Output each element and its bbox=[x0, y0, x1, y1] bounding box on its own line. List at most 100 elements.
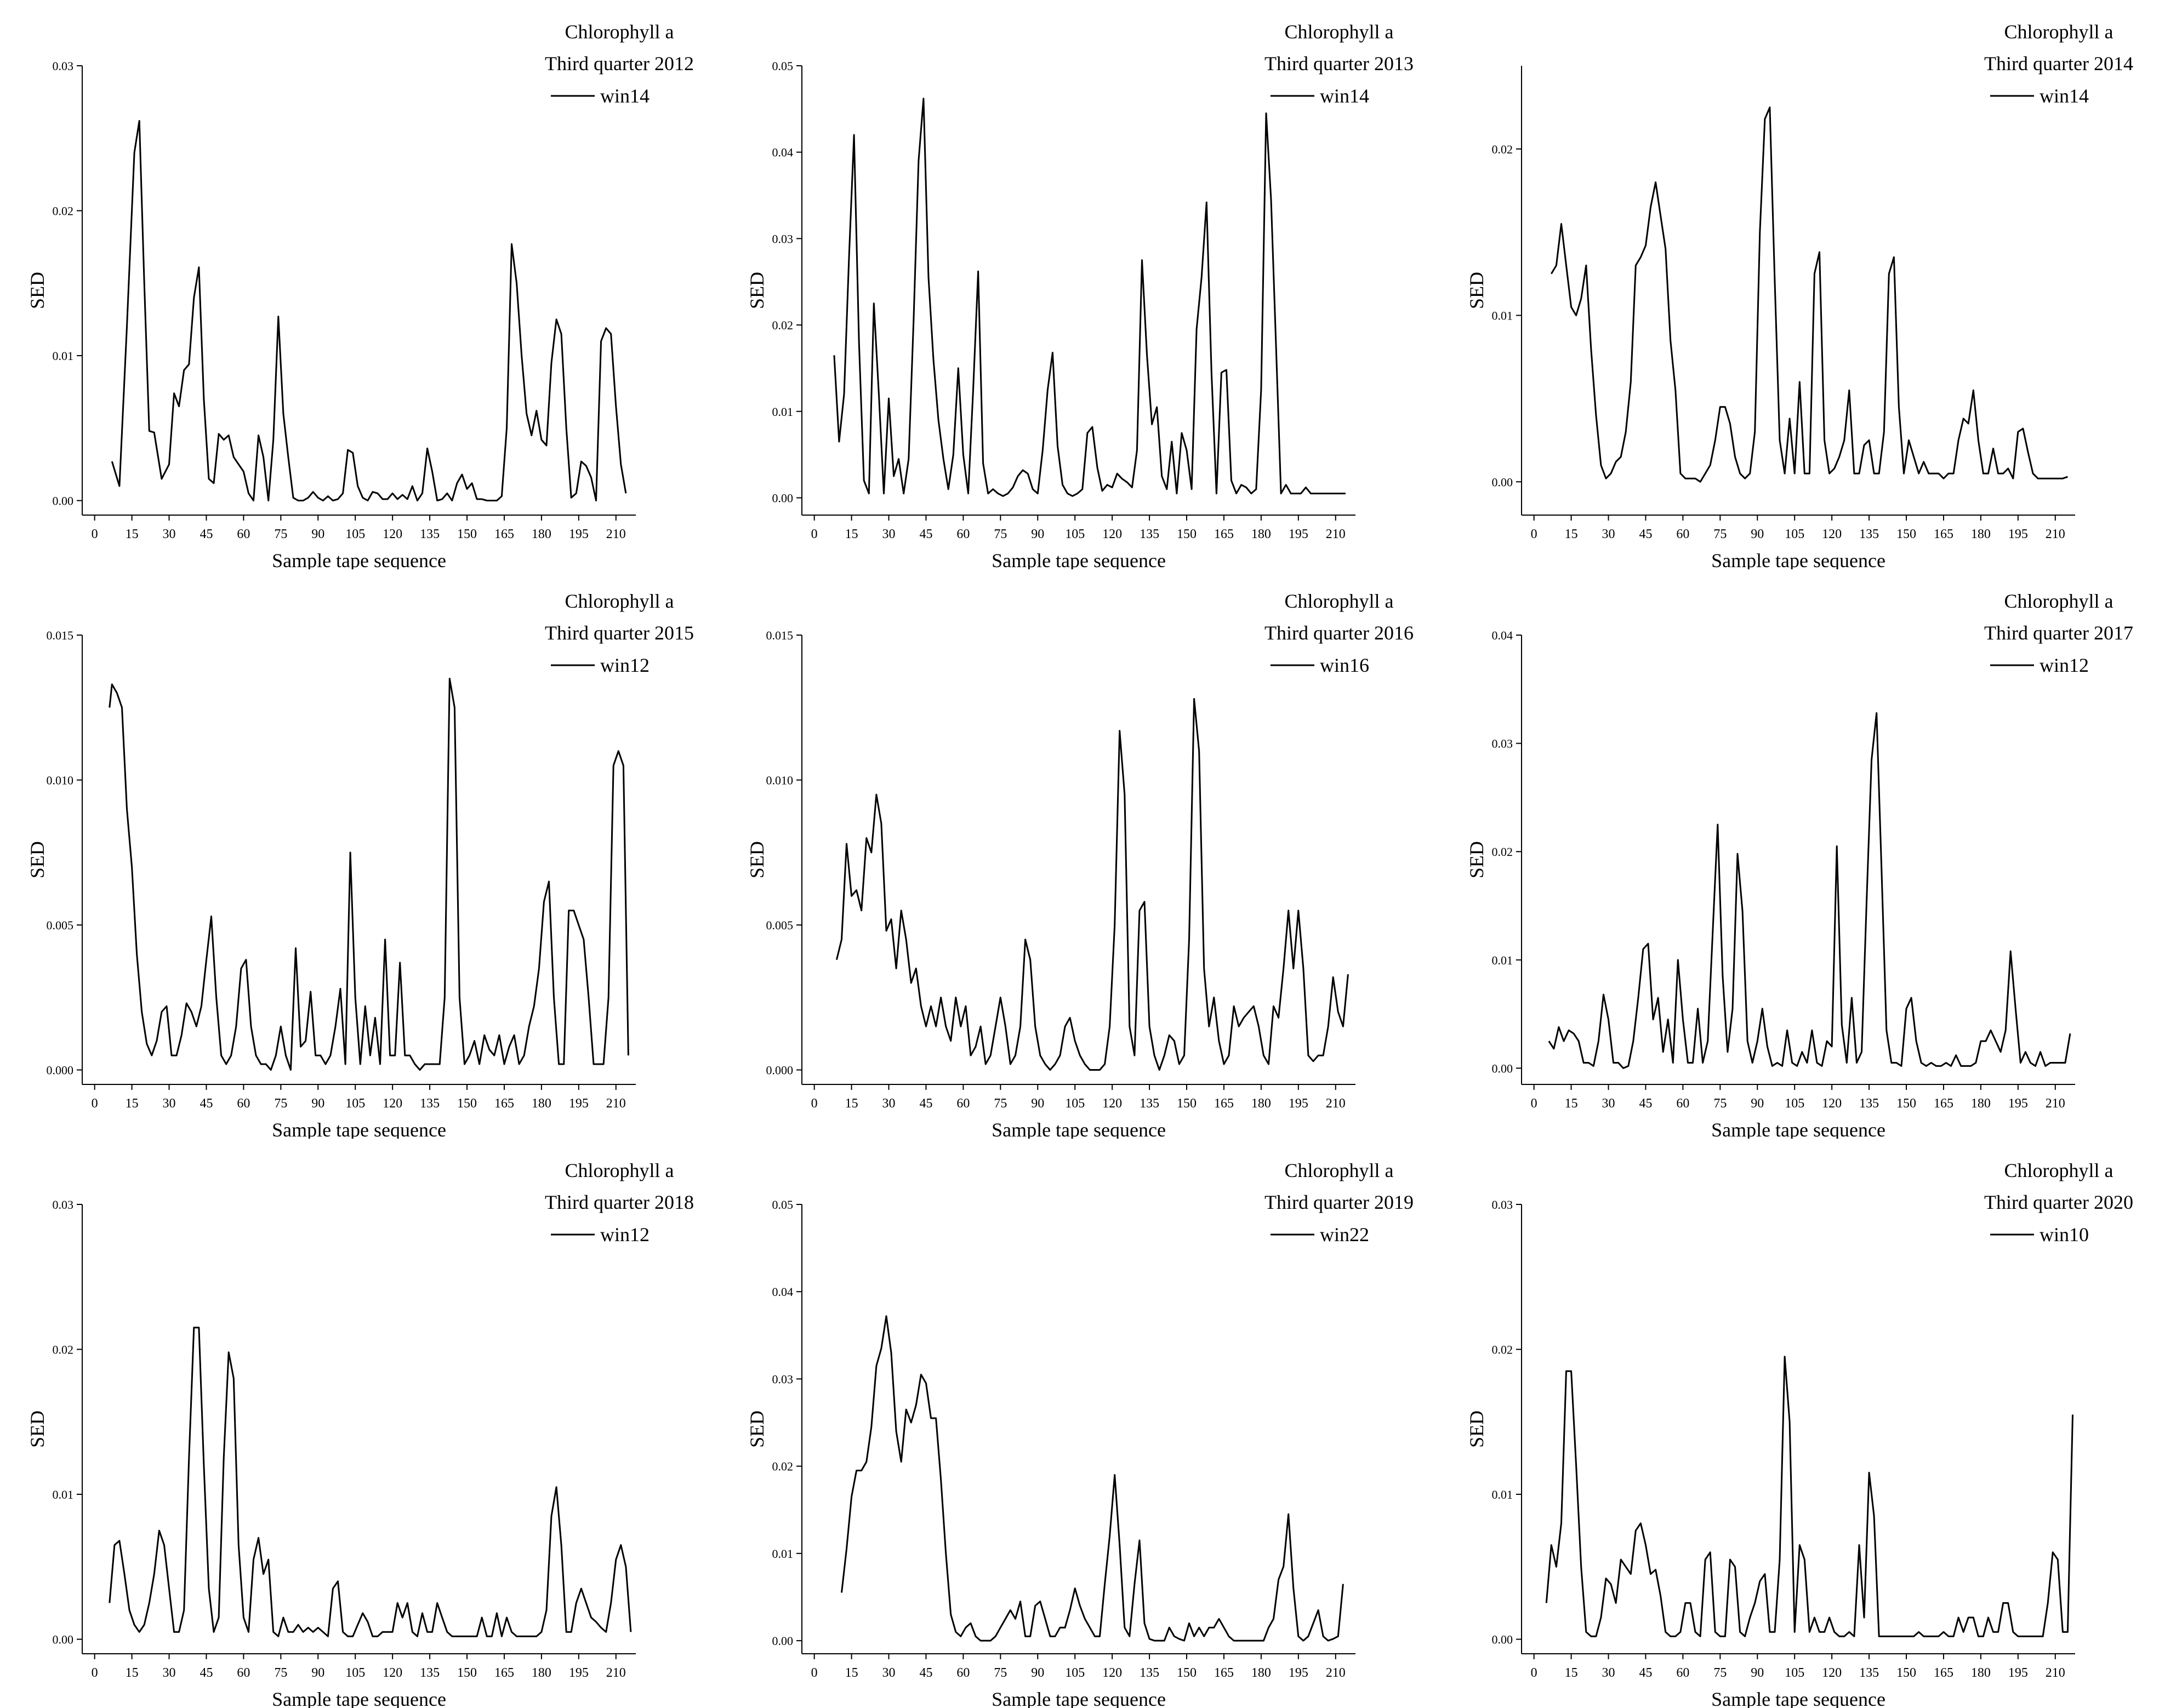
chart-subtitle: Third quarter 2018 bbox=[545, 1191, 694, 1213]
x-tick-label: 75 bbox=[1713, 1666, 1727, 1680]
x-tick-label: 60 bbox=[1676, 1096, 1689, 1111]
chart-title: Chlorophyll a bbox=[1285, 1159, 1394, 1181]
chart-title: Chlorophyll a bbox=[2004, 21, 2114, 43]
y-tick-label: 0.03 bbox=[1492, 1198, 1513, 1212]
y-ticks: 0.00 0.01 0.02 0.03 0.04 bbox=[1492, 629, 1522, 1075]
x-tick-label: 150 bbox=[457, 527, 477, 541]
y-ticks: 0.000 0.005 0.010 0.015 bbox=[766, 629, 802, 1077]
legend-label: win10 bbox=[2040, 1224, 2089, 1246]
chart-subtitle: Third quarter 2012 bbox=[545, 53, 694, 75]
y-ticks: 0.000 0.005 0.010 0.015 bbox=[47, 629, 82, 1077]
x-tick-label: 165 bbox=[494, 1666, 514, 1680]
x-tick-label: 60 bbox=[1676, 527, 1689, 541]
x-tick-label: 150 bbox=[457, 1096, 477, 1111]
x-tick-label: 165 bbox=[1934, 527, 1953, 541]
y-tick-label: 0.02 bbox=[1492, 845, 1513, 859]
x-tick-label: 120 bbox=[383, 1666, 402, 1680]
x-tick-label: 75 bbox=[274, 1096, 287, 1111]
x-tick-label: 90 bbox=[1031, 527, 1044, 541]
chart-subtitle: Third quarter 2014 bbox=[1984, 53, 2133, 75]
x-tick-label: 180 bbox=[1251, 527, 1271, 541]
x-tick-label: 180 bbox=[1971, 527, 1991, 541]
x-tick-label: 180 bbox=[532, 1666, 551, 1680]
chart-panel-2015: 0 15 30 45 60 75 90 105 120 135 150 165 180 195 210 0.0… bbox=[26, 590, 694, 1139]
x-tick-label: 105 bbox=[1785, 527, 1804, 541]
x-tick-label: 30 bbox=[163, 1096, 176, 1111]
x-tick-label: 210 bbox=[1326, 1096, 1346, 1111]
x-tick-label: 90 bbox=[1031, 1666, 1044, 1680]
x-tick-label: 195 bbox=[1289, 527, 1308, 541]
x-tick-label: 75 bbox=[994, 1666, 1007, 1680]
x-tick-label: 45 bbox=[200, 1666, 213, 1680]
x-tick-label: 45 bbox=[919, 527, 932, 541]
y-axis-label: SED bbox=[1466, 841, 1488, 878]
chart-title: Chlorophyll a bbox=[1285, 21, 1394, 43]
y-ticks: 0.00 0.01 0.02 bbox=[1492, 142, 1522, 489]
x-tick-label: 90 bbox=[1031, 1096, 1044, 1111]
legend-label: win14 bbox=[2040, 85, 2089, 107]
x-tick-label: 0 bbox=[1531, 1666, 1537, 1680]
x-tick-label: 195 bbox=[2008, 527, 2028, 541]
x-tick-label: 30 bbox=[1602, 527, 1615, 541]
series-line-win12 bbox=[109, 677, 629, 1071]
y-tick-label: 0.00 bbox=[1492, 1633, 1513, 1647]
chart-title: Chlorophyll a bbox=[2004, 1159, 2114, 1181]
x-tick-label: 60 bbox=[956, 1096, 970, 1111]
legend-label: win16 bbox=[1320, 654, 1369, 676]
x-tick-label: 30 bbox=[1602, 1096, 1615, 1111]
x-ticks: 0 15 30 45 60 75 90 105 120 135 150 165 180 195 210 bbox=[1531, 515, 2065, 541]
x-tick-label: 210 bbox=[1326, 527, 1346, 541]
y-tick-label: 0.05 bbox=[772, 59, 794, 73]
x-tick-label: 165 bbox=[1214, 527, 1234, 541]
y-ticks: 0.00 0.01 0.02 0.03 bbox=[1492, 1198, 1522, 1647]
y-tick-label: 0.00 bbox=[1492, 475, 1513, 489]
legend-label: win12 bbox=[600, 1224, 650, 1246]
y-tick-label: 0.01 bbox=[53, 1488, 74, 1501]
x-tick-label: 150 bbox=[1177, 527, 1197, 541]
x-tick-label: 180 bbox=[1971, 1666, 1991, 1680]
x-tick-label: 15 bbox=[1565, 1666, 1578, 1680]
chart-panel-2016: 0 15 30 45 60 75 90 105 120 135 150 165 180 195 210 0.0… bbox=[746, 590, 1414, 1139]
x-tick-label: 105 bbox=[1065, 1666, 1085, 1680]
x-tick-label: 90 bbox=[1751, 1096, 1764, 1111]
x-tick-label: 90 bbox=[311, 1666, 324, 1680]
x-tick-label: 15 bbox=[126, 1666, 139, 1680]
x-axis-label: Sample tape sequence bbox=[992, 1119, 1166, 1139]
x-tick-label: 60 bbox=[1676, 1666, 1689, 1680]
y-axis-label: SED bbox=[746, 1410, 768, 1448]
x-tick-label: 135 bbox=[1140, 527, 1159, 541]
y-tick-label: 0.02 bbox=[772, 318, 794, 332]
y-tick-label: 0.03 bbox=[53, 59, 74, 73]
y-axis-label: SED bbox=[26, 272, 48, 309]
x-tick-label: 105 bbox=[345, 1096, 365, 1111]
x-tick-label: 75 bbox=[274, 527, 287, 541]
x-tick-label: 60 bbox=[237, 527, 250, 541]
series-line-win10 bbox=[1545, 1356, 2073, 1637]
x-tick-label: 15 bbox=[126, 1096, 139, 1111]
y-tick-label: 0.01 bbox=[1492, 1488, 1513, 1501]
chart-panel-2012: 0 15 30 45 60 75 90 105 120 135 150 165 180 195 210 0.0… bbox=[26, 21, 694, 569]
x-tick-label: 75 bbox=[994, 527, 1007, 541]
y-axis-label: SED bbox=[26, 841, 48, 878]
chart-title: Chlorophyll a bbox=[2004, 590, 2114, 612]
x-tick-label: 150 bbox=[1177, 1096, 1197, 1111]
x-tick-label: 120 bbox=[1102, 1096, 1122, 1111]
x-tick-label: 120 bbox=[1822, 1096, 1842, 1111]
y-tick-label: 0.00 bbox=[53, 1633, 74, 1647]
y-ticks: 0.00 0.01 0.02 0.03 bbox=[53, 59, 82, 508]
x-tick-label: 90 bbox=[1751, 527, 1764, 541]
chart-panel-2017: 0 15 30 45 60 75 90 105 120 135 150 165 180 195 210 0.0… bbox=[1466, 590, 2133, 1139]
x-tick-label: 105 bbox=[1065, 1096, 1085, 1111]
chart-subtitle: Third quarter 2015 bbox=[545, 622, 694, 644]
x-tick-label: 135 bbox=[1140, 1666, 1159, 1680]
x-tick-label: 60 bbox=[237, 1666, 250, 1680]
x-tick-label: 120 bbox=[1822, 1666, 1842, 1680]
chart-title: Chlorophyll a bbox=[565, 590, 674, 612]
chart-panel-2019: 0 15 30 45 60 75 90 105 120 135 150 165 180 195 210 0.0… bbox=[746, 1159, 1414, 1708]
y-tick-label: 0.02 bbox=[53, 204, 74, 218]
x-tick-label: 210 bbox=[2046, 1666, 2065, 1680]
x-tick-label: 210 bbox=[606, 1666, 626, 1680]
x-tick-label: 105 bbox=[1065, 527, 1085, 541]
x-tick-label: 210 bbox=[1326, 1666, 1346, 1680]
